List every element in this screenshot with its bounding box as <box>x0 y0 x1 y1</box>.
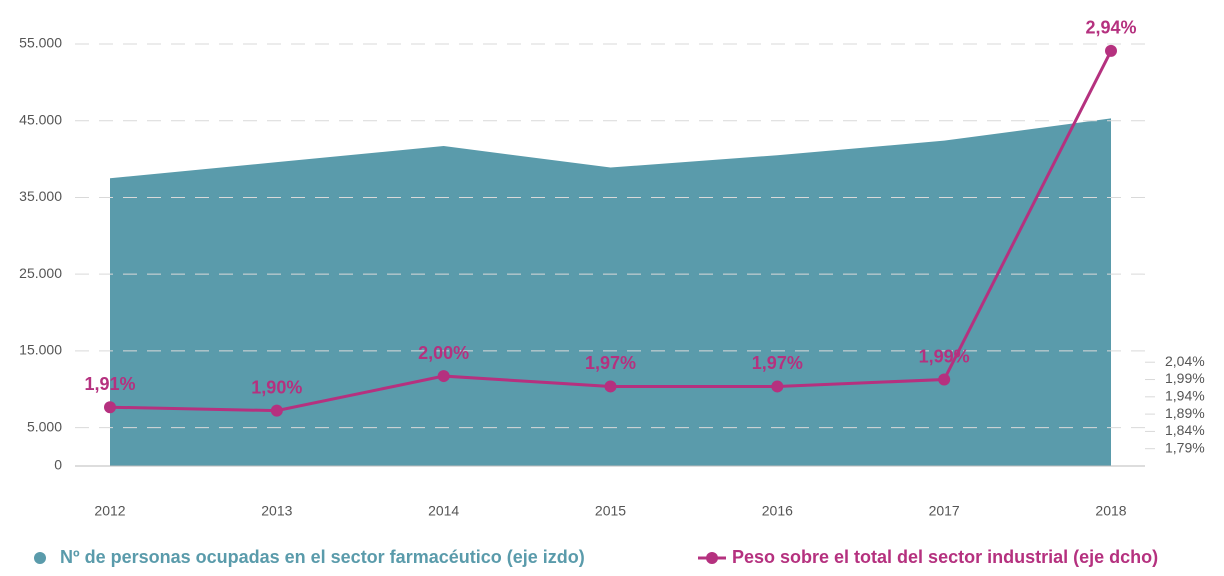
y2-tick-label: 2,04% <box>1165 353 1205 369</box>
x-tick-label: 2015 <box>595 503 626 519</box>
y-tick-label: 0 <box>54 457 62 473</box>
data-label: 2,00% <box>418 343 469 363</box>
point <box>270 404 283 417</box>
y-tick-label: 35.000 <box>19 188 62 204</box>
point <box>437 370 450 383</box>
legend-label: Peso sobre el total del sector industria… <box>732 547 1158 567</box>
y-tick-label: 5.000 <box>27 418 62 434</box>
x-tick-label: 2018 <box>1095 503 1126 519</box>
x-tick-label: 2016 <box>762 503 793 519</box>
data-label: 1,91% <box>84 374 135 394</box>
y2-tick-label: 1,94% <box>1165 388 1205 404</box>
data-label: 1,97% <box>585 353 636 373</box>
y2-tick-label: 1,79% <box>1165 439 1205 455</box>
data-label: 1,99% <box>919 346 970 366</box>
area <box>110 118 1111 467</box>
point <box>104 401 116 414</box>
point <box>938 373 951 386</box>
point <box>771 380 784 393</box>
y-tick-label: 55.000 <box>19 35 62 51</box>
data-label: 1,97% <box>752 353 803 373</box>
legend-label: Nº de personas ocupadas en el sector far… <box>60 547 585 567</box>
legend-marker <box>34 552 46 564</box>
y2-tick-label: 1,99% <box>1165 370 1205 386</box>
x-tick-label: 2012 <box>94 503 125 519</box>
y-tick-label: 25.000 <box>19 265 62 281</box>
x-tick-label: 2017 <box>929 503 960 519</box>
x-tick-label: 2014 <box>428 503 459 519</box>
y-tick-label: 45.000 <box>19 111 62 127</box>
y-tick-label: 15.000 <box>19 342 62 358</box>
point <box>604 380 617 393</box>
x-tick-label: 2013 <box>261 503 292 519</box>
y2-tick-label: 1,84% <box>1165 422 1205 438</box>
y2-tick-label: 1,89% <box>1165 405 1205 421</box>
data-label: 1,90% <box>251 377 302 397</box>
point <box>1105 44 1117 57</box>
data-label: 2,94% <box>1085 18 1136 38</box>
legend-marker <box>706 552 718 564</box>
